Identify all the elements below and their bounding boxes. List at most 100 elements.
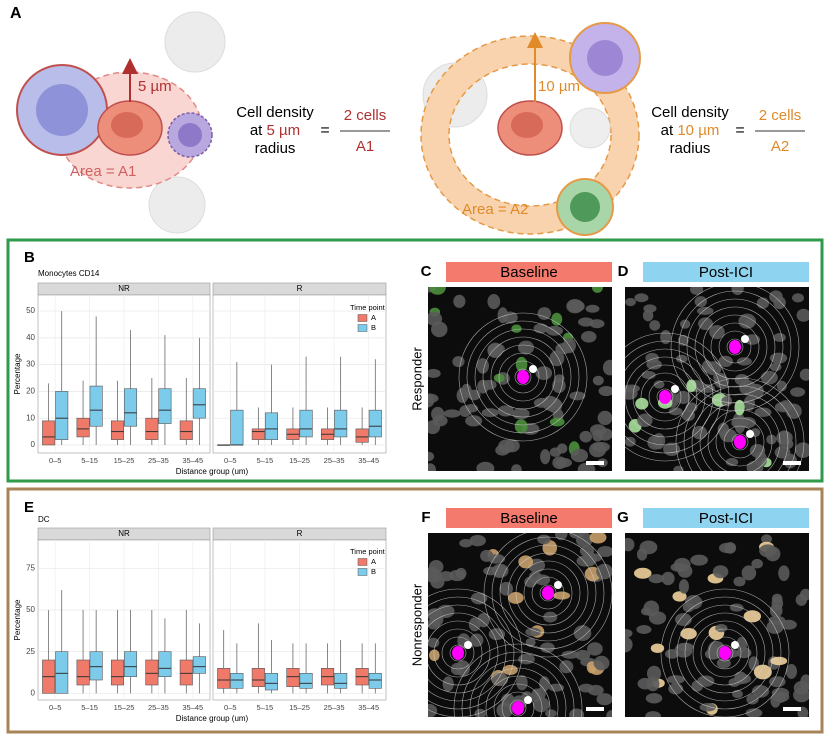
cell (731, 287, 744, 296)
distance-ring (515, 560, 581, 626)
density-text: radius (255, 140, 296, 157)
cell (428, 568, 442, 583)
image-title: Baseline (500, 264, 558, 281)
distance-ring (474, 328, 572, 426)
distance-ring (625, 348, 714, 446)
distance-ring (469, 659, 567, 717)
cell (675, 390, 691, 404)
y-axis-title: Percentage (13, 353, 22, 394)
cell (733, 576, 746, 587)
target-cell (729, 340, 741, 354)
panel-label: B (24, 249, 35, 266)
cell (455, 567, 467, 579)
cell (428, 608, 443, 617)
cell (759, 544, 777, 558)
cell (653, 380, 665, 389)
distance-ring (507, 552, 589, 634)
cell (581, 331, 597, 343)
density-text: at 5 µm (250, 122, 300, 139)
cell (592, 375, 604, 386)
cell (514, 419, 528, 434)
box (89, 385, 103, 427)
cell (756, 297, 770, 309)
distance-ring (683, 385, 797, 471)
box (179, 420, 193, 440)
cell (744, 319, 755, 329)
distance-ring (716, 644, 734, 662)
x-tick-label: 5–15 (257, 456, 274, 465)
distance-ring (699, 401, 781, 471)
density-text: Cell density (236, 104, 314, 121)
x-tick-label: 25–35 (148, 456, 169, 465)
box (192, 656, 206, 674)
cell (646, 676, 660, 692)
legend-key (357, 558, 368, 566)
cell (699, 703, 717, 712)
box (55, 651, 69, 694)
distance-ring (493, 683, 543, 717)
cell (660, 330, 672, 345)
distance-ring (691, 393, 789, 471)
cell (428, 311, 443, 326)
cell (502, 664, 518, 675)
x-tick-label: 35–45 (358, 703, 379, 712)
box (55, 391, 69, 440)
cell (552, 456, 567, 470)
distance-ring (676, 604, 774, 702)
cell (549, 447, 562, 458)
density-text: Cell density (651, 104, 729, 121)
distance-ring (428, 596, 515, 710)
y-tick-label: 75 (26, 563, 35, 572)
cell (698, 317, 713, 331)
cell (591, 287, 603, 293)
box (145, 659, 159, 686)
cell (736, 357, 752, 366)
cell (739, 416, 756, 429)
box (299, 673, 313, 689)
equals: = (735, 122, 744, 139)
cell (794, 442, 809, 458)
cell (625, 537, 635, 552)
cell (725, 457, 739, 467)
box (230, 409, 244, 446)
cell (596, 693, 612, 706)
cell (570, 448, 589, 463)
cell (465, 415, 483, 427)
x-tick-label: 5–15 (257, 703, 274, 712)
cell (453, 294, 466, 308)
cell (567, 300, 585, 313)
cell (589, 533, 607, 544)
box (286, 668, 300, 687)
cell (684, 594, 703, 610)
panel-label: A (10, 5, 22, 22)
box (76, 417, 90, 438)
box (334, 409, 348, 438)
chart-title: Monocytes CD14 (38, 269, 100, 278)
cell (432, 414, 448, 427)
cell (587, 642, 603, 656)
x-tick-label: 5–15 (81, 456, 98, 465)
facet-label: R (297, 284, 303, 293)
cell (540, 642, 555, 653)
cell (456, 387, 469, 403)
cell (515, 356, 528, 373)
cell (474, 708, 487, 717)
cell (799, 368, 809, 381)
density-text: at (250, 122, 263, 139)
cell (769, 352, 788, 364)
cell (531, 688, 542, 703)
distance-ring (723, 425, 757, 459)
target-cell (542, 586, 554, 600)
box (230, 673, 244, 689)
cell (428, 368, 441, 379)
cell (668, 682, 684, 695)
cell (552, 378, 566, 394)
white-cell (741, 335, 749, 343)
cell (677, 642, 694, 652)
cell (497, 405, 514, 417)
box (76, 659, 90, 686)
cell (641, 370, 656, 380)
x-tick-label: 0–5 (224, 456, 237, 465)
x-tick-label: 25–35 (148, 703, 169, 712)
